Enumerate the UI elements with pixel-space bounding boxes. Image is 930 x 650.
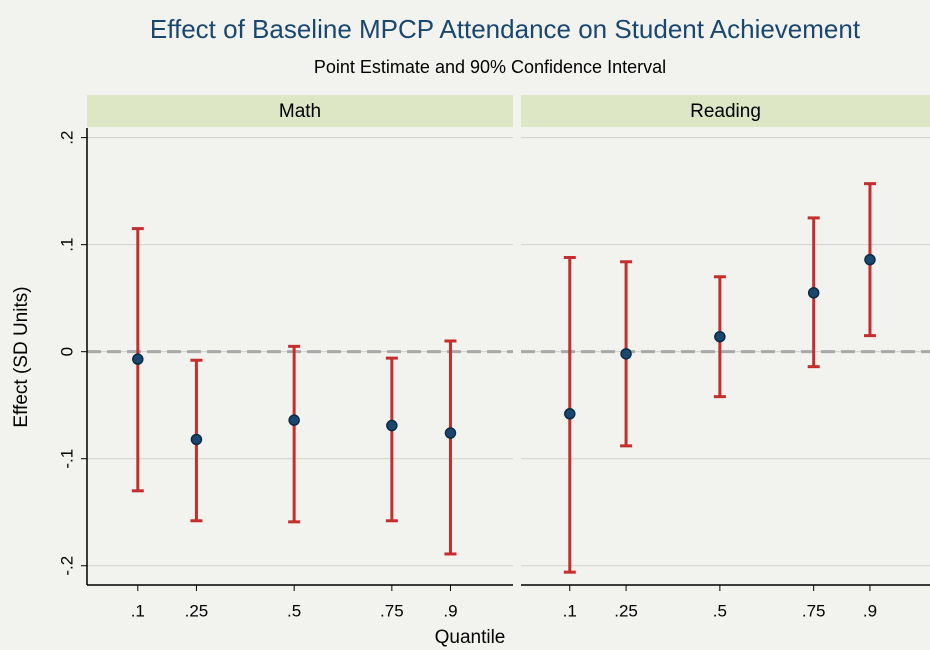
panel-header (521, 95, 930, 127)
point-estimate (288, 414, 300, 426)
point-estimate (190, 433, 203, 446)
point-estimate (714, 330, 726, 343)
point-estimate (807, 287, 820, 299)
x-tick-label: .5 (287, 601, 301, 620)
point-estimate (564, 408, 576, 420)
x-axis-label: Quantile (435, 627, 506, 648)
x-tick-label: .25 (614, 601, 638, 620)
x-tick-label: .75 (802, 601, 826, 620)
chart-subtitle: Point Estimate and 90% Confidence Interv… (314, 57, 666, 77)
x-tick-label: .9 (443, 601, 457, 620)
x-tick-label: .75 (380, 601, 404, 620)
panel-title: Math (279, 101, 321, 122)
y-axis-label: Effect (SD Units) (11, 286, 32, 427)
x-tick-label: .25 (185, 601, 209, 620)
x-tick-label: .1 (131, 601, 145, 620)
x-tick-label: .9 (863, 601, 877, 620)
point-estimate (132, 353, 144, 365)
x-tick-label: .1 (563, 601, 577, 620)
x-tick-label: .5 (713, 601, 727, 620)
point-estimate (444, 427, 457, 439)
point-estimate (620, 348, 632, 360)
y-tick-label: .2 (57, 131, 76, 145)
y-tick-label: .1 (57, 238, 76, 252)
point-estimate (386, 419, 398, 432)
point-estimate (864, 253, 876, 266)
panel-header (87, 95, 513, 127)
y-tick-label: 0 (57, 347, 76, 356)
y-tick-label: -.2 (57, 556, 76, 576)
chart-title: Effect of Baseline MPCP Attendance on St… (150, 14, 861, 44)
y-tick-label: -.1 (57, 449, 76, 469)
panel-title: Reading (690, 101, 761, 122)
